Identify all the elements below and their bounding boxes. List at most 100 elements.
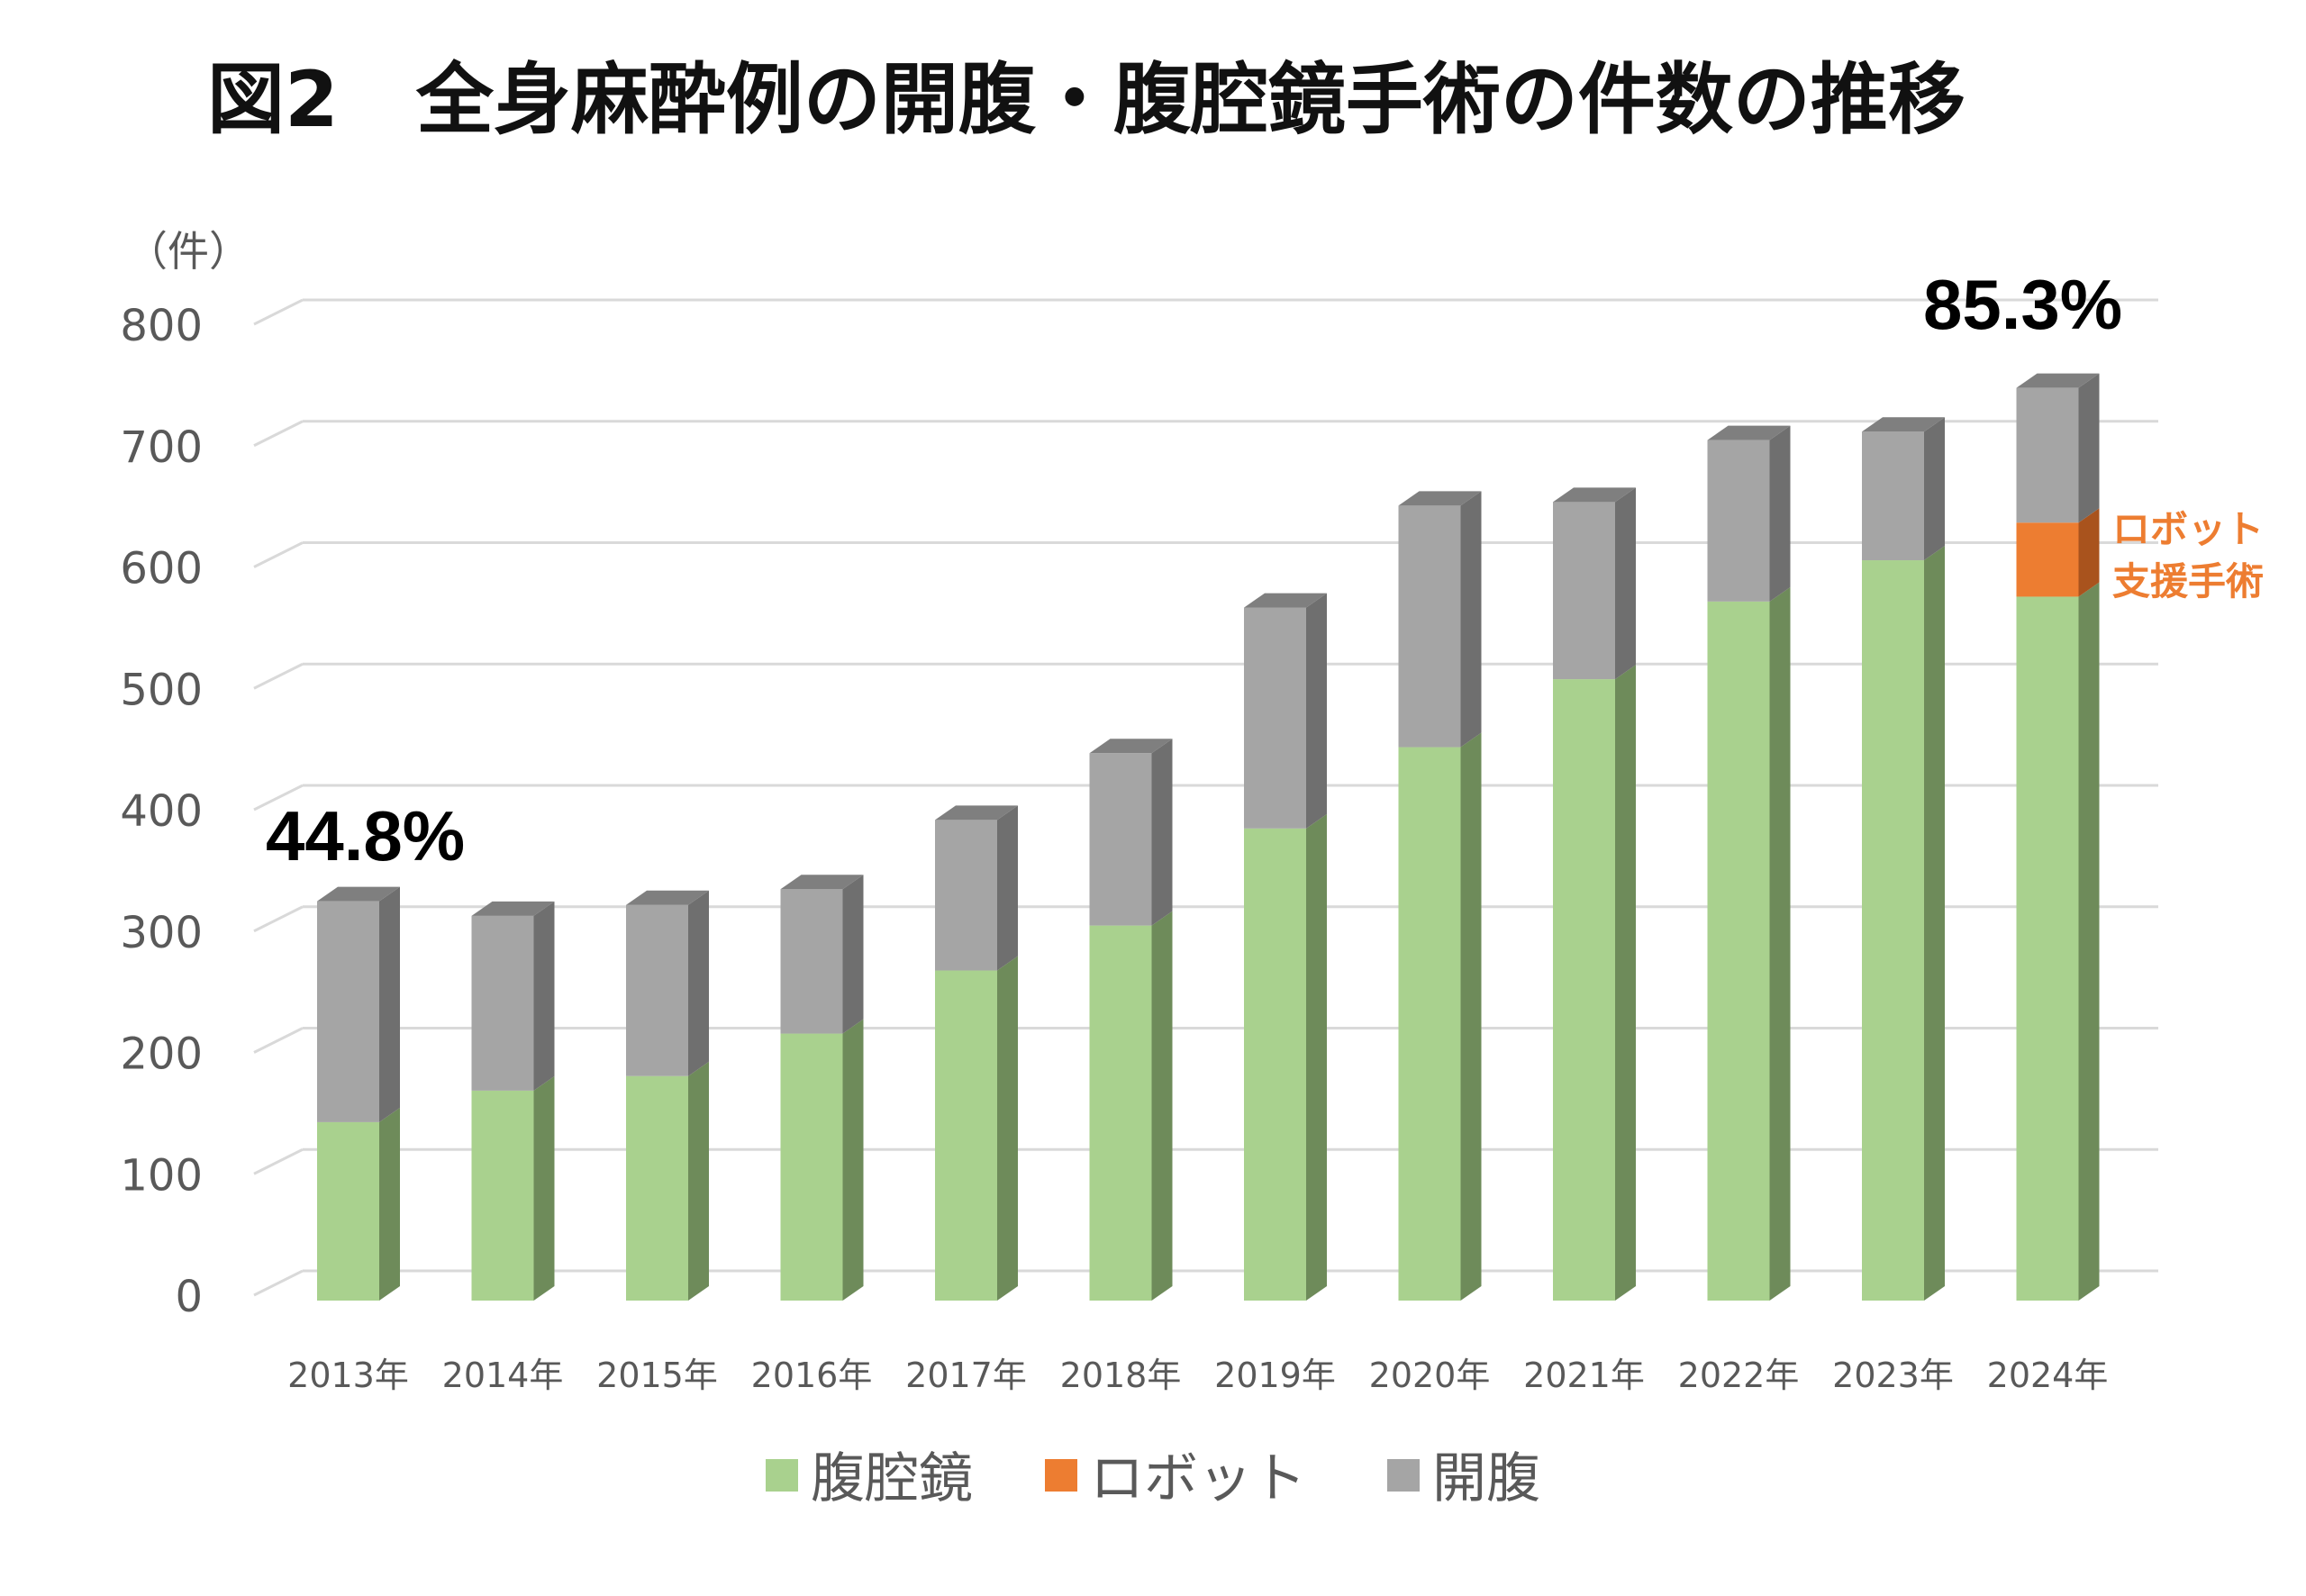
gridline-diagonal: [253, 541, 304, 568]
bar-side: [533, 1075, 555, 1301]
legend-swatch: [1045, 1459, 1077, 1492]
x-tick-label: 2017年: [905, 1356, 1027, 1395]
legend-label: 腹腔鏡: [811, 1447, 973, 1510]
gridline-diagonal: [253, 298, 304, 326]
gridline-diagonal: [253, 420, 304, 448]
bar-side: [1306, 813, 1327, 1301]
bar-side: [1615, 487, 1636, 680]
bar-side: [1924, 546, 1945, 1301]
gridline-diagonal: [253, 1147, 304, 1175]
bar-腹腔鏡-2019年: [1244, 828, 1306, 1301]
x-tick-label: 2023年: [1832, 1356, 1954, 1395]
bar-腹腔鏡-2018年: [1089, 925, 1152, 1301]
bar-開腹-2018年: [1089, 753, 1152, 926]
y-tick-label: 400: [120, 786, 203, 837]
y-tick-label: 500: [120, 665, 203, 715]
bar-side: [379, 1107, 400, 1301]
y-tick-label: 200: [120, 1029, 203, 1080]
bar-top: [1244, 593, 1327, 608]
bar-開腹-2016年: [780, 889, 843, 1034]
gridline-diagonal: [253, 905, 304, 933]
bar-side: [842, 875, 864, 1034]
gridline-diagonal: [253, 1027, 304, 1054]
bar-開腹-2020年: [1398, 505, 1461, 748]
bar-side: [688, 1061, 709, 1301]
bar-side: [1769, 586, 1791, 1301]
bar-side: [997, 805, 1018, 971]
bar-side: [1769, 425, 1791, 602]
legend-label: 開腹: [1432, 1447, 1540, 1510]
x-tick-label: 2021年: [1523, 1356, 1645, 1395]
bar-開腹-2023年: [1862, 431, 1924, 561]
y-tick-label: 800: [120, 301, 203, 351]
bar-top: [317, 886, 400, 902]
bar-腹腔鏡-2021年: [1553, 679, 1615, 1301]
bar-side: [1306, 593, 1327, 829]
bar-開腹-2021年: [1553, 502, 1615, 680]
x-tick-label: 2020年: [1369, 1356, 1491, 1395]
bar-top: [935, 805, 1018, 821]
chart-title: 図2 全身麻酔例の開腹・腹腔鏡手術の件数の推移: [207, 55, 1966, 145]
legend-label: ロボット: [1090, 1447, 1306, 1510]
bar-side: [1151, 911, 1173, 1301]
legend-swatch: [1387, 1459, 1420, 1492]
x-tick-label: 2024年: [1987, 1356, 2109, 1395]
bar-top: [1398, 491, 1482, 506]
bar-腹腔鏡-2024年: [2016, 596, 2079, 1301]
bar-side: [1615, 665, 1636, 1301]
bar-開腹-2024年: [2016, 387, 2079, 523]
x-tick-label: 2014年: [442, 1356, 564, 1395]
bar-side: [2078, 373, 2100, 523]
bar-開腹-2019年: [1244, 607, 1306, 829]
y-tick-label: 300: [120, 908, 203, 958]
bar-side: [2078, 582, 2100, 1301]
x-tick-label: 2016年: [751, 1356, 873, 1395]
bar-side: [1924, 417, 1945, 561]
bar-side: [842, 1019, 864, 1301]
bar-ロボット-2024年: [2016, 522, 2079, 597]
bar-開腹-2015年: [626, 904, 688, 1076]
bar-腹腔鏡-2020年: [1398, 747, 1461, 1301]
bar-開腹-2014年: [471, 915, 534, 1091]
bar-side: [2078, 508, 2100, 597]
bar-side: [1460, 491, 1482, 748]
bar-side: [688, 890, 709, 1076]
bar-開腹-2022年: [1707, 440, 1770, 602]
annotation-robot-line2: 支援手術: [2112, 559, 2264, 603]
bar-side: [997, 956, 1018, 1301]
bar-top: [471, 901, 555, 916]
bar-腹腔鏡-2013年: [317, 1121, 379, 1301]
annotation-robot-line1: ロボット: [2112, 507, 2264, 551]
legend-swatch: [766, 1459, 798, 1492]
bar-腹腔鏡-2016年: [780, 1033, 843, 1301]
bar-開腹-2013年: [317, 901, 379, 1122]
bar-腹腔鏡-2017年: [935, 970, 997, 1301]
bar-top: [780, 875, 864, 890]
x-tick-label: 2013年: [287, 1356, 409, 1395]
bar-top: [626, 890, 709, 905]
x-tick-label: 2018年: [1060, 1356, 1182, 1395]
bar-腹腔鏡-2015年: [626, 1075, 688, 1301]
bar-side: [533, 901, 555, 1091]
gridline-diagonal: [253, 784, 304, 812]
y-tick-label: 600: [120, 544, 203, 594]
bar-top: [1707, 425, 1791, 440]
gridline-diagonal: [253, 1269, 304, 1297]
annotation-2024-percent: 85.3%: [1923, 265, 2122, 344]
bar-side: [1151, 739, 1173, 926]
bar-top: [1553, 487, 1636, 503]
x-tick-label: 2015年: [596, 1356, 718, 1395]
gridline-diagonal: [253, 662, 304, 690]
x-tick-label: 2019年: [1214, 1356, 1336, 1395]
y-tick-label: 700: [120, 422, 203, 473]
y-tick-label: 0: [175, 1272, 203, 1322]
bar-side: [1460, 732, 1482, 1301]
y-tick-label: 100: [120, 1150, 203, 1201]
bar-開腹-2017年: [935, 820, 997, 971]
bar-top: [1089, 739, 1173, 754]
bar-top: [1862, 417, 1945, 432]
bar-腹腔鏡-2023年: [1862, 560, 1924, 1301]
bar-top: [2016, 373, 2100, 388]
bar-腹腔鏡-2022年: [1707, 601, 1770, 1301]
